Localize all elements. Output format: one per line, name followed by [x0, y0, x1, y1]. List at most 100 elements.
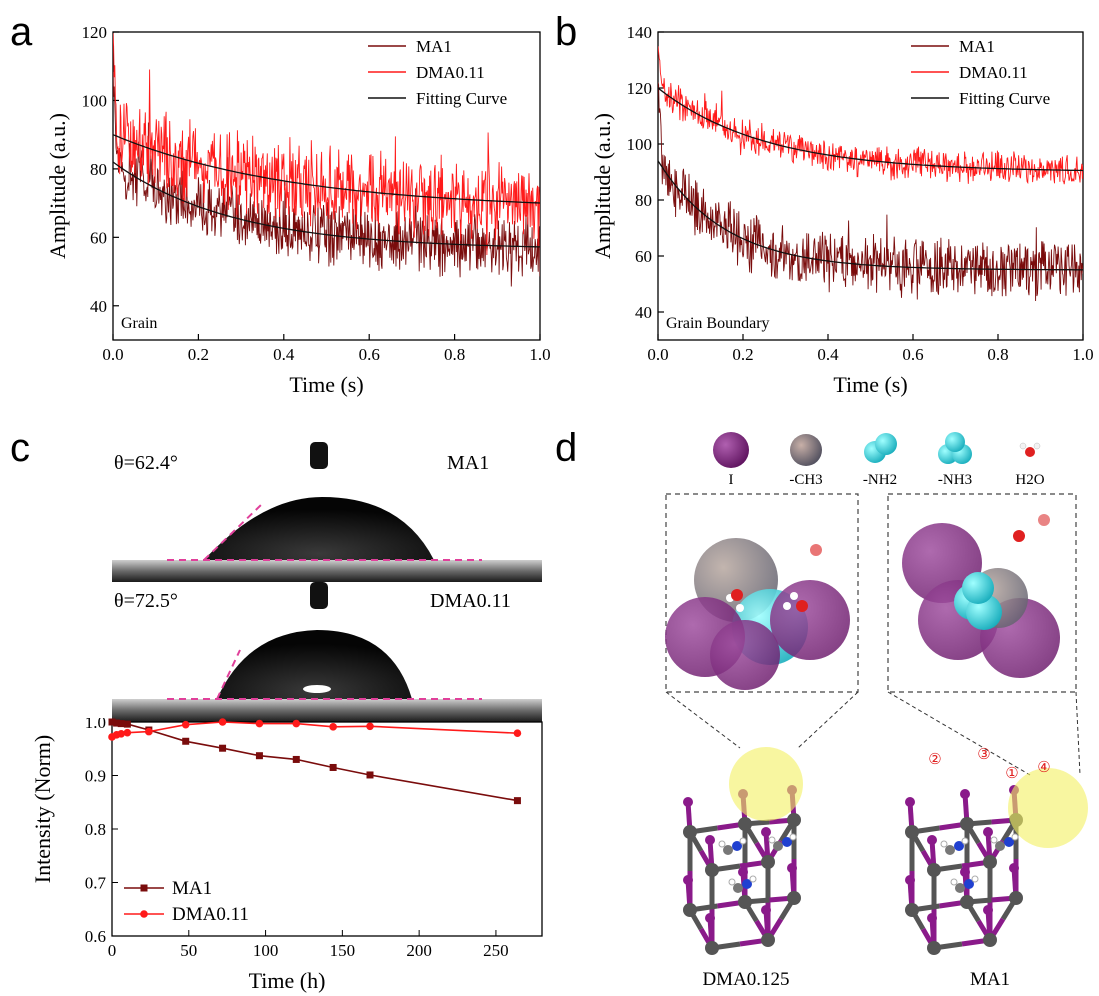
dma-trace — [113, 33, 540, 256]
carbon-atom — [733, 883, 743, 893]
lead-atom — [705, 941, 719, 955]
series-line-MA1 — [111, 721, 518, 802]
legend-label-h2o: H2O — [1015, 472, 1044, 488]
data-area — [658, 46, 1083, 302]
x-tick-label: 50 — [180, 941, 197, 960]
hydrogen-atom — [1011, 833, 1019, 841]
y-tick-label: 100 — [627, 135, 653, 154]
iodine-atom — [1009, 863, 1019, 873]
y-tick-label: 100 — [82, 91, 108, 110]
iodine-atom — [983, 905, 993, 915]
legend-marker — [140, 884, 148, 892]
lead-atom — [683, 903, 697, 917]
iodine-atom — [960, 789, 970, 799]
legend-label: MA1 — [959, 37, 995, 56]
crystal-structure-left — [683, 785, 801, 955]
lead-atom — [905, 825, 919, 839]
data-point-ma1 — [513, 797, 521, 805]
x-tick-label: 0.0 — [102, 345, 123, 364]
water-molecule — [726, 589, 744, 612]
nitrogen-atom — [742, 879, 752, 889]
x-tick-label: 0.8 — [987, 345, 1008, 364]
needle-bottom — [310, 582, 328, 609]
data-point-dma011 — [145, 727, 153, 736]
nh3-sphere-icon — [945, 432, 965, 452]
y-tick-label: 120 — [627, 79, 653, 98]
x-tick-label: 1.0 — [1072, 345, 1093, 364]
water-molecule — [1034, 508, 1054, 526]
iodine-atom — [683, 797, 693, 807]
hydrogen-atom — [739, 837, 747, 845]
iodine-atom — [705, 913, 715, 923]
legend-label: MA1 — [416, 37, 452, 56]
data-point-ma1 — [123, 720, 131, 728]
hydrogen-atom — [950, 878, 958, 886]
data-point-ma1 — [117, 720, 125, 728]
legend-label: DMA0.11 — [959, 63, 1028, 82]
x-tick-label: 0.0 — [647, 345, 668, 364]
legend-label-nh3: -NH3 — [938, 472, 972, 488]
data-point-ma1 — [108, 718, 116, 726]
ma1-trace — [113, 71, 540, 287]
data-point-ma1 — [366, 771, 374, 779]
lead-atom — [738, 817, 752, 831]
x-axis-label: Time (s) — [289, 372, 363, 397]
iodine-atom — [705, 835, 715, 845]
iodine-atom — [983, 827, 993, 837]
angle-label-top: θ=62.4° — [114, 452, 178, 474]
nitrogen-atom — [732, 841, 742, 851]
legend-marker — [140, 910, 148, 918]
legend-label: MA1 — [172, 878, 212, 899]
data-point-dma011 — [123, 728, 132, 737]
nh2-sphere-icon — [875, 433, 897, 455]
data-point-dma011 — [513, 729, 522, 738]
iodine-sphere-icon — [713, 432, 749, 468]
iodine-atom — [787, 863, 797, 873]
y-tick-label: 40 — [635, 303, 652, 322]
structure-illustration: I -CH3 -NH2 -NH3 H2O — [665, 432, 1088, 990]
legend-label-iodine: I — [729, 472, 734, 488]
data-point-dma011 — [292, 719, 301, 728]
panel-annotation: Grain — [121, 315, 157, 332]
iodine-atom — [683, 875, 693, 885]
carbon-atom — [723, 845, 733, 855]
lead-atom — [960, 817, 974, 831]
panel-letter-d: d — [555, 426, 578, 470]
legend-label: Fitting Curve — [416, 89, 507, 108]
droplet-bottom — [217, 630, 412, 699]
ch3-sphere-icon — [790, 434, 822, 466]
y-tick-label: 0.9 — [85, 767, 106, 786]
lead-atom — [960, 895, 974, 909]
lead-atom — [787, 891, 801, 905]
x-tick-label: 1.0 — [529, 345, 550, 364]
legend-ch3: -CH3 — [789, 434, 823, 488]
iodine-atom — [761, 905, 771, 915]
iodine-atom — [960, 867, 970, 877]
lead-atom — [787, 813, 801, 827]
x-tick-label: 100 — [253, 941, 279, 960]
lead-atom — [761, 933, 775, 947]
panel-annotation: Grain Boundary — [666, 315, 770, 332]
lead-atom — [983, 933, 997, 947]
y-axis-label: Amplitude (a.u.) — [45, 113, 70, 259]
hydrogen-atom — [749, 875, 757, 883]
chart-c: 0 50 100 150 200 250 0.6 0.7 0.8 0.9 1.0 Time (h) In… — [30, 718, 543, 993]
x-axis-label: Time (h) — [249, 968, 326, 993]
marker-1: ① — [1005, 766, 1018, 782]
y-axis-label: Intensity (Norm) — [30, 735, 55, 883]
substrate-bottom — [112, 699, 542, 722]
highlight-circle-right — [1008, 768, 1088, 848]
zoom-box-right — [887, 493, 1077, 693]
hydrogen-atom — [789, 833, 797, 841]
y-tick-label: 40 — [90, 297, 107, 316]
data-point-dma011 — [329, 723, 337, 731]
hydrogen-atom — [718, 840, 726, 848]
fitting-curve-1 — [658, 87, 1083, 172]
data-point-ma1 — [329, 763, 337, 771]
data-point-dma011 — [218, 718, 227, 726]
data-point-ma1 — [113, 719, 121, 727]
water-molecule — [1008, 526, 1025, 546]
x-tick-label: 0.4 — [273, 345, 295, 364]
x-tick-label: 0.6 — [902, 345, 923, 364]
lead-atom — [738, 895, 752, 909]
